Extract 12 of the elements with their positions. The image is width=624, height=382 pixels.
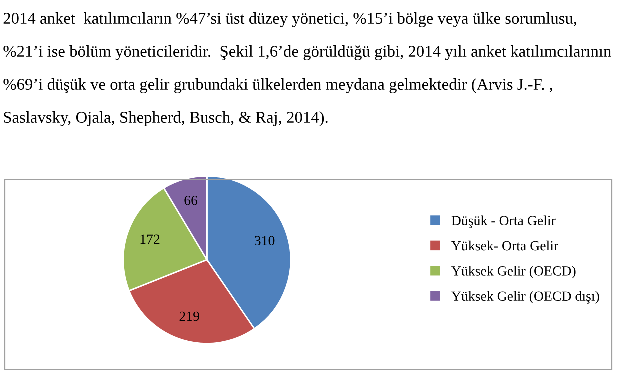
data-label: 219 <box>180 312 200 322</box>
data-label: 310 <box>255 236 275 246</box>
data-label: 172 <box>140 234 160 244</box>
text: Saslavsky, Ojala, Shepherd, Busch, & Raj, 2014). <box>4 112 328 126</box>
legend-label: Düşük - Orta Gelir <box>452 216 556 228</box>
legend-label: Yüksek Gelir (OECD dışı) <box>452 291 600 304</box>
legend-label: Yüksek Gelir (OECD) <box>452 266 576 279</box>
text: 2014 anket katılımcıların %47’si üst düzey yönetici, %15’i bölge veya ülke sorumlusu, <box>4 12 576 28</box>
text: %69’i düşük ve orta gelir grubundaki ülkelerden meydana gelmektedir (Arvis J.-F. , <box>4 78 552 94</box>
text: %21’i ise bölüm yöneticileridir. Şekil 1,6’de görüldüğü gibi, 2014 yılı anket katılımcılarının <box>4 46 612 60</box>
legend-label: Yüksek- Orta Gelir <box>452 240 559 251</box>
data-label: 66 <box>184 196 198 206</box>
